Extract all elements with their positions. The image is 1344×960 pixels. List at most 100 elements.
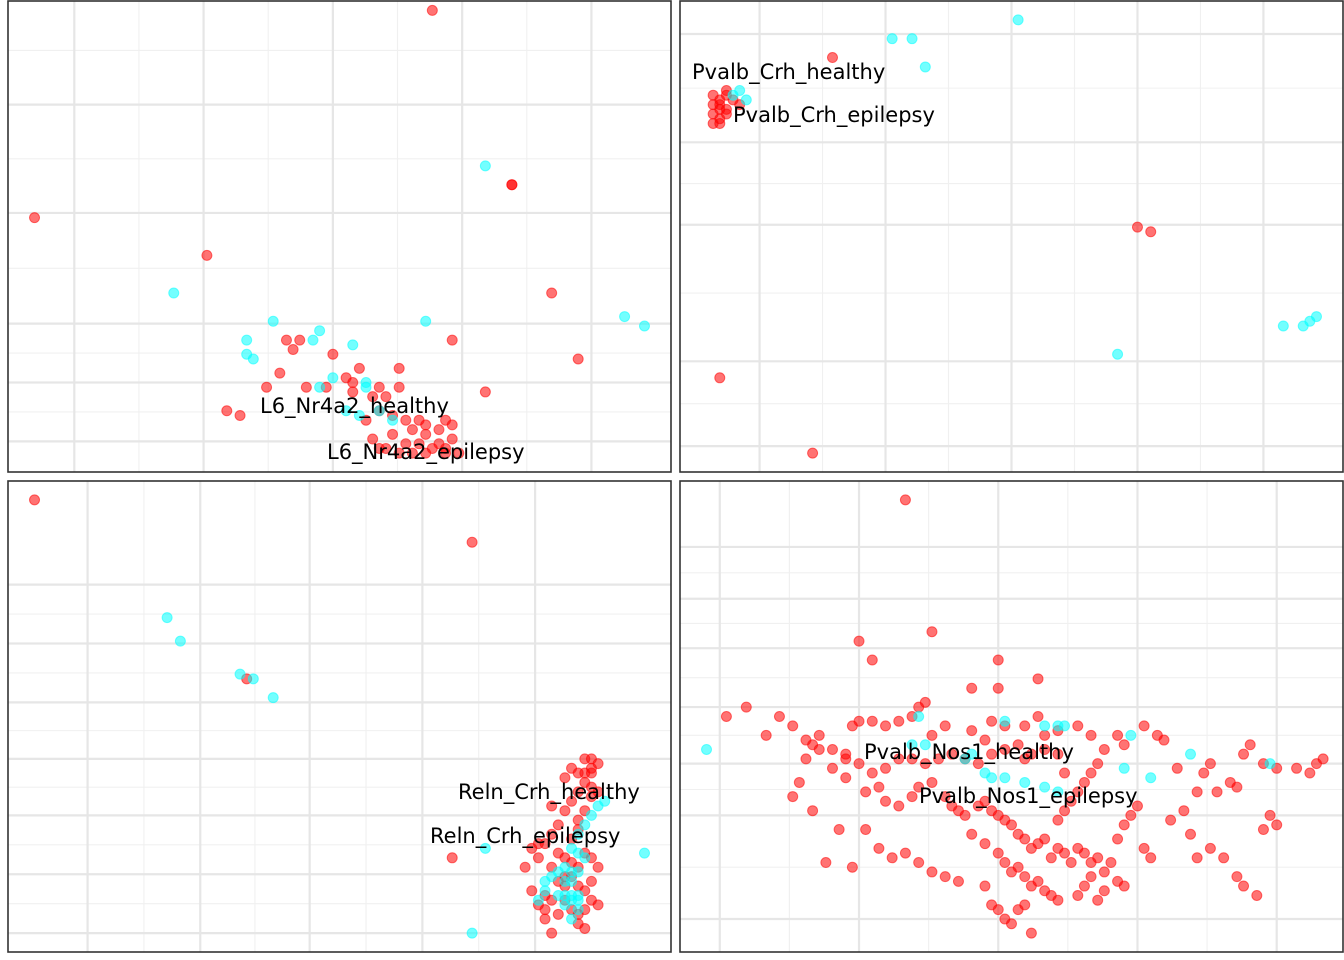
epilepsy-point: [1039, 833, 1051, 845]
epilepsy-point: [860, 824, 872, 836]
healthy-point: [1039, 720, 1051, 732]
epilepsy-point: [1251, 889, 1263, 901]
epilepsy-point: [740, 701, 752, 713]
healthy-point: [572, 894, 584, 906]
healthy-point: [913, 711, 925, 722]
epilepsy-point: [860, 786, 872, 798]
healthy-point: [307, 334, 319, 346]
healthy-point: [1118, 762, 1130, 774]
epilepsy-point: [986, 715, 998, 727]
cluster-label-pvalb-nos1-healthy: Pvalb_Nos1_healthy: [864, 740, 1074, 765]
epilepsy-point: [566, 795, 578, 807]
healthy-point: [234, 668, 246, 680]
epilepsy-point: [906, 753, 918, 765]
epilepsy-point: [393, 362, 405, 374]
labels-layer: L6_Nr4a2_healthy L6_Nr4a2_epilepsy Pvalb…: [260, 60, 1138, 849]
epilepsy-point: [1204, 758, 1216, 770]
epilepsy-point: [592, 861, 604, 873]
healthy-point: [919, 739, 931, 751]
epilepsy-point: [979, 795, 991, 807]
epilepsy-point: [347, 377, 359, 389]
healthy-point: [241, 334, 253, 346]
healthy-point: [1012, 14, 1024, 26]
epilepsy-point: [280, 334, 292, 346]
epilepsy-point: [300, 381, 312, 393]
healthy-point: [1185, 748, 1197, 760]
epilepsy-point: [353, 362, 365, 374]
epilepsy-point: [1012, 739, 1024, 751]
epilepsy-point: [880, 720, 892, 732]
epilepsy-point: [1145, 852, 1157, 864]
epilepsy-point: [1025, 927, 1037, 939]
cluster-label-reln-crh-healthy: Reln_Crh_healthy: [458, 780, 640, 805]
epilepsy-point: [546, 927, 558, 939]
healthy-point: [572, 828, 584, 840]
healthy-point: [599, 795, 611, 807]
epilepsy-point: [1191, 852, 1203, 864]
epilepsy-point: [1019, 753, 1031, 765]
epilepsy-point: [1059, 805, 1071, 817]
epilepsy-point: [532, 838, 544, 850]
epilepsy-point: [1291, 762, 1303, 774]
epilepsy-point: [1085, 871, 1097, 883]
healthy-point: [701, 743, 713, 755]
epilepsy-point: [866, 715, 878, 727]
panel-border: [679, 480, 1344, 953]
epilepsy-point: [440, 447, 452, 459]
healthy-point: [1277, 320, 1289, 332]
epilepsy-point: [979, 734, 991, 746]
epilepsy-point: [714, 372, 726, 384]
healthy-point: [919, 61, 931, 73]
healthy-point: [466, 927, 478, 939]
epilepsy-point: [926, 626, 938, 638]
epilepsy-point: [1039, 743, 1051, 755]
panel-bottom-right: [679, 480, 1344, 953]
epilepsy-point: [1052, 748, 1064, 760]
healthy-point: [347, 339, 359, 351]
epilepsy-point: [979, 880, 991, 892]
epilepsy-point: [1112, 729, 1124, 741]
epilepsy-point: [714, 117, 726, 129]
healthy-point: [638, 320, 650, 332]
epilepsy-point: [893, 753, 905, 765]
healthy-point: [1112, 348, 1124, 360]
epilepsy-point: [1125, 809, 1137, 821]
healthy-point: [267, 315, 279, 327]
panel-border: [7, 0, 672, 473]
epilepsy-point: [992, 654, 1004, 666]
epilepsy-point: [807, 805, 819, 817]
epilepsy-point: [294, 334, 306, 346]
epilepsy-point: [546, 828, 558, 840]
epilepsy-point: [546, 287, 558, 299]
epilepsy-point: [1158, 734, 1170, 746]
epilepsy-point: [221, 405, 233, 417]
epilepsy-point: [479, 386, 491, 398]
epilepsy-point: [1098, 885, 1110, 897]
epilepsy-point: [1131, 800, 1143, 812]
epilepsy-point: [506, 179, 518, 191]
healthy-point: [1039, 781, 1051, 793]
healthy-point: [999, 772, 1011, 784]
epilepsy-point: [873, 781, 885, 793]
epilepsy-point: [926, 866, 938, 878]
epilepsy-point: [813, 743, 825, 755]
epilepsy-point: [552, 908, 564, 920]
epilepsy-point: [1052, 814, 1064, 826]
healthy-point: [619, 311, 631, 323]
epilepsy-point: [373, 442, 385, 454]
epilepsy-point: [992, 847, 1004, 859]
epilepsy-point: [420, 447, 432, 459]
epilepsy-point: [466, 536, 478, 548]
epilepsy-point: [826, 52, 838, 64]
epilepsy-point: [446, 852, 458, 864]
epilepsy-point: [1019, 833, 1031, 845]
epilepsy-point: [367, 391, 379, 403]
epilepsy-point: [999, 743, 1011, 755]
epilepsy-point: [552, 819, 564, 831]
epilepsy-point: [787, 720, 799, 732]
epilepsy-point: [1198, 767, 1210, 779]
epilepsy-point: [919, 758, 931, 770]
epilepsy-point: [393, 381, 405, 393]
epilepsy-point: [1092, 852, 1104, 864]
